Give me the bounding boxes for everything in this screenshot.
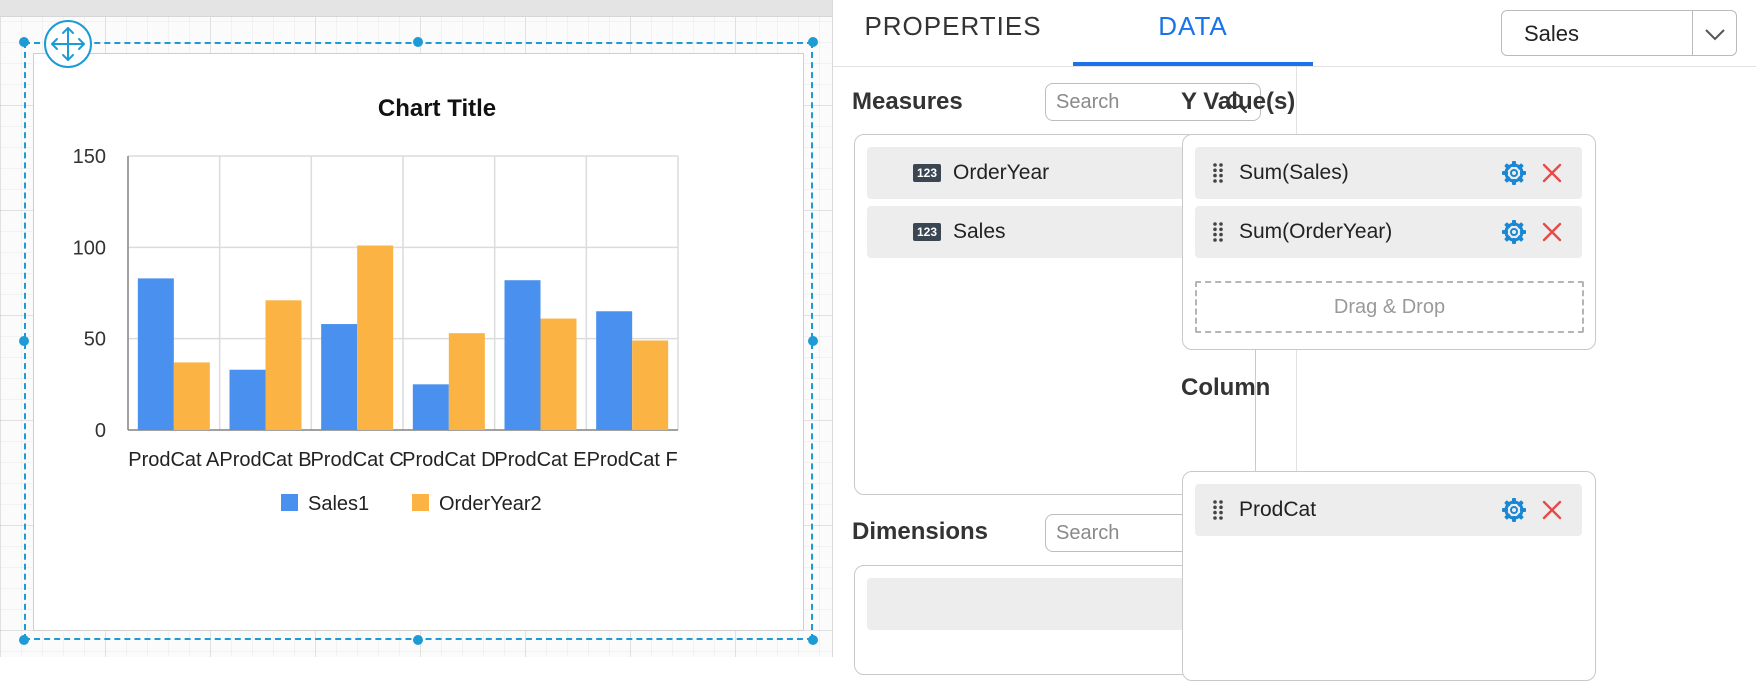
bar-sales1-5	[596, 311, 633, 430]
y-value-label: Sum(Sales)	[1239, 161, 1349, 184]
legend-swatch	[412, 494, 429, 511]
dimensions-title: Dimensions	[852, 518, 989, 545]
column-label: ProdCat	[1239, 498, 1317, 521]
resize-handle-top-right[interactable]	[808, 37, 818, 47]
search-icon[interactable]	[1226, 92, 1248, 114]
dimension-item[interactable]	[867, 578, 1214, 630]
measure-item-sales[interactable]: 123 Sales	[867, 206, 1214, 258]
resize-handle-left[interactable]	[19, 336, 29, 346]
x-tick-label: ProdCat B	[219, 449, 311, 471]
resize-handle-right[interactable]	[808, 336, 818, 346]
bar-sales1-1	[229, 369, 266, 430]
bar-orderyear2-1	[265, 300, 302, 430]
x-tick-label: ProdCat D	[402, 449, 495, 471]
tab-properties[interactable]: PROPERTIES	[864, 11, 1042, 41]
measure-item-orderyear[interactable]: 123 OrderYear	[867, 147, 1214, 199]
move-handle[interactable]	[44, 20, 92, 68]
dataset-dropdown[interactable]: Sales	[1501, 10, 1737, 56]
legend-label: Sales1	[308, 493, 369, 515]
canvas-ruler	[0, 0, 832, 17]
bar-orderyear2-4	[540, 318, 577, 430]
measures-title: Measures	[852, 88, 963, 115]
y-tick-label: 150	[73, 146, 106, 168]
resize-handle-bottom[interactable]	[413, 635, 423, 645]
bar-sales1-2	[321, 324, 358, 430]
x-tick-label: ProdCat E	[494, 449, 586, 471]
column-divider	[1296, 66, 1297, 657]
y-tick-label: 50	[84, 329, 106, 351]
properties-panel: PROPERTIES DATA Sales Measures 123 Order…	[832, 0, 1756, 681]
bar-orderyear2-5	[632, 340, 669, 430]
gear-icon[interactable]	[1501, 160, 1527, 186]
numeric-type-icon: 123	[913, 223, 941, 241]
resize-handle-top[interactable]	[413, 37, 423, 47]
selection-border	[24, 42, 813, 640]
measure-label: OrderYear	[953, 161, 1050, 184]
column-chart[interactable]: Chart Title 0 50 100 150 ProdCat A ProdCat B…	[33, 53, 802, 629]
bar-sales1-3	[412, 384, 449, 430]
bar-sales1-0	[137, 278, 174, 430]
y-values-title: Y Value(s)	[1181, 88, 1296, 115]
column-well: ProdCat	[1182, 471, 1596, 681]
close-icon[interactable]	[1540, 161, 1564, 185]
bar-orderyear2-2	[357, 245, 394, 430]
column-title: Column	[1181, 374, 1271, 401]
drag-grip-icon[interactable]	[1213, 222, 1223, 242]
measures-search[interactable]	[1045, 83, 1261, 121]
y-tick-label: 0	[95, 420, 106, 442]
resize-handle-top-left[interactable]	[19, 37, 29, 47]
close-icon[interactable]	[1540, 498, 1564, 522]
x-tick-label: ProdCat A	[128, 449, 220, 471]
gear-icon[interactable]	[1501, 219, 1527, 245]
active-tab-indicator	[1073, 62, 1313, 66]
legend-label: OrderYear2	[439, 493, 542, 515]
dataset-dropdown-value: Sales	[1524, 21, 1580, 46]
gear-icon[interactable]	[1501, 497, 1527, 523]
tab-data[interactable]: DATA	[1158, 11, 1228, 41]
close-icon[interactable]	[1540, 220, 1564, 244]
resize-handle-bottom-right[interactable]	[808, 635, 818, 645]
bar-orderyear2-3	[448, 333, 485, 430]
move-arrows-icon	[51, 27, 85, 61]
dropdown-divider	[1692, 11, 1693, 55]
numeric-type-icon: 123	[913, 164, 941, 182]
bar-sales1-4	[504, 280, 541, 430]
y-tick-label: 100	[73, 237, 106, 259]
x-tick-label: ProdCat C	[310, 449, 403, 471]
panel-tabs: PROPERTIES DATA Sales	[833, 0, 1756, 67]
resize-handle-bottom-left[interactable]	[19, 635, 29, 645]
drag-grip-icon[interactable]	[1213, 163, 1223, 183]
chevron-down-icon[interactable]	[1702, 21, 1728, 47]
bar-orderyear2-0	[173, 362, 210, 430]
y-values-drop-zone[interactable]: Drag & Drop	[1195, 281, 1584, 333]
y-value-item-sum-sales[interactable]: Sum(Sales)	[1195, 147, 1582, 199]
drag-grip-icon[interactable]	[1213, 500, 1223, 520]
y-value-item-sum-orderyear[interactable]: Sum(OrderYear)	[1195, 206, 1582, 258]
chart-title: Chart Title	[378, 95, 496, 122]
y-values-well: Sum(Sales) Sum(OrderYear)	[1182, 134, 1596, 350]
column-item-prodcat[interactable]: ProdCat	[1195, 484, 1582, 536]
legend-swatch	[281, 494, 298, 511]
measure-label: Sales	[953, 220, 1006, 243]
x-tick-label: ProdCat F	[587, 449, 678, 471]
y-value-label: Sum(OrderYear)	[1239, 220, 1393, 243]
measures-search-input[interactable]	[1056, 88, 1216, 116]
